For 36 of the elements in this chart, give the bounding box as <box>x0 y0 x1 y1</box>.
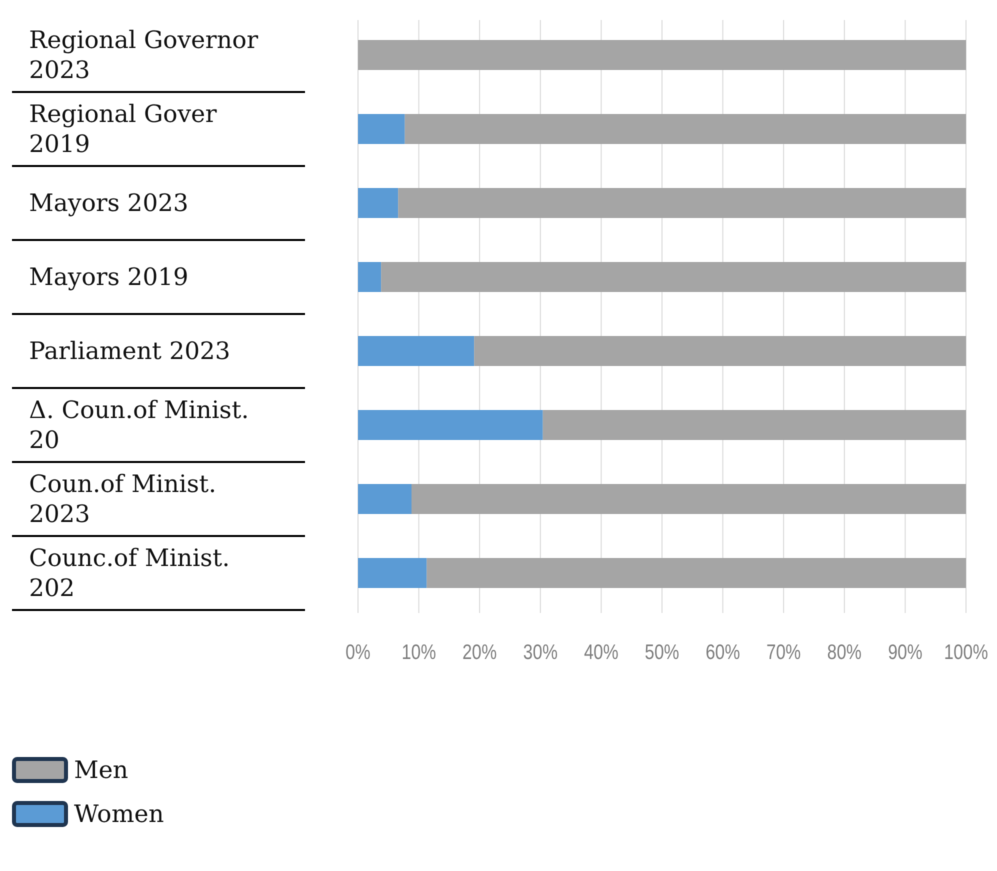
y-tick-label: Counc.of Minist. 202 <box>29 544 230 602</box>
bar <box>381 262 966 292</box>
x-tick-label: 40% <box>584 642 618 664</box>
y-tick-label: Regional Gover 2019 <box>29 100 218 158</box>
bar <box>412 484 966 514</box>
x-tick-label: 0% <box>346 642 370 664</box>
x-tick-label: 80% <box>827 642 862 664</box>
legend-label: Men <box>74 756 128 784</box>
bar <box>358 114 405 144</box>
x-tick-label: 90% <box>888 642 922 664</box>
bar <box>358 484 412 514</box>
x-tick-label: 30% <box>523 642 558 664</box>
x-tick-label: 50% <box>644 642 680 664</box>
bar <box>358 188 398 218</box>
bar <box>398 188 966 218</box>
x-tick-label: 100% <box>944 642 988 664</box>
y-tick-label: Regional Governor 2023 <box>29 26 259 84</box>
y-tick-label: Δ. Coun.of Minist. 20 <box>29 396 249 454</box>
bar <box>358 558 427 588</box>
bar <box>358 336 474 366</box>
bar <box>358 262 382 292</box>
legend-label: Women <box>74 800 164 828</box>
y-tick-label: Mayors 2019 <box>29 263 188 291</box>
y-tick-label: Coun.of Minist. 2023 <box>29 470 216 528</box>
y-tick-label: Parliament 2023 <box>29 337 230 365</box>
x-tick-label: 60% <box>706 642 740 664</box>
bar <box>404 114 966 144</box>
bar <box>474 336 966 366</box>
x-tick-label: 20% <box>462 642 497 664</box>
x-tick-label: 10% <box>402 642 436 664</box>
bar <box>542 410 966 440</box>
bar <box>426 558 966 588</box>
x-tick-label: 70% <box>766 642 801 664</box>
bar <box>358 40 966 70</box>
y-tick-label: Mayors 2023 <box>29 189 188 217</box>
bar <box>358 410 543 440</box>
